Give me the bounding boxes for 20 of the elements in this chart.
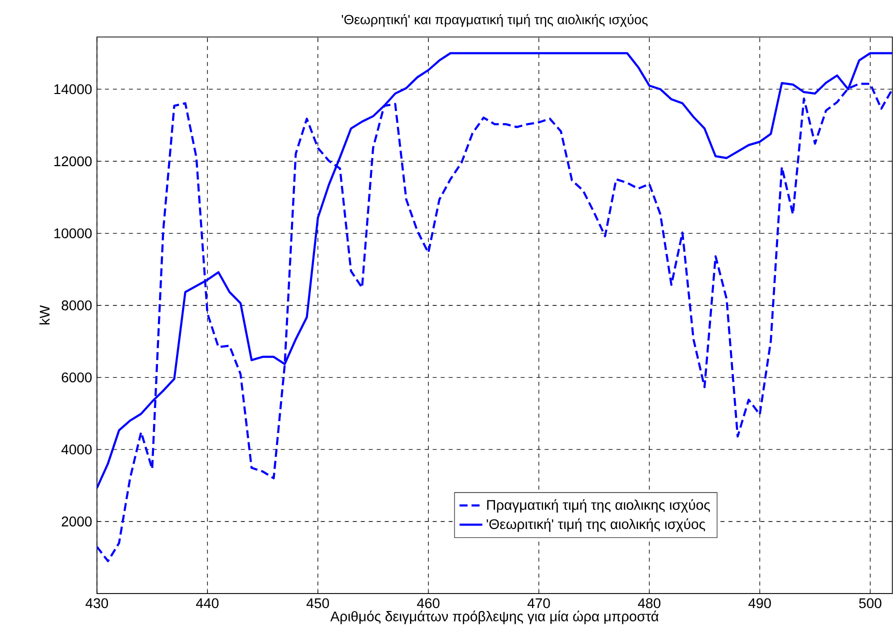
x-tick-label: 480 bbox=[638, 598, 660, 608]
y-tick-label: 6000 bbox=[62, 372, 92, 383]
y-tick-label: 10000 bbox=[54, 228, 92, 238]
y-tick-label: 12000 bbox=[54, 156, 92, 166]
x-tick-label: 430 bbox=[86, 598, 108, 608]
x-tick-label: 470 bbox=[527, 598, 550, 608]
y-axis-title: kW bbox=[39, 305, 50, 325]
x-tick-label: 460 bbox=[416, 598, 440, 608]
y-tick-label: 8000 bbox=[62, 300, 92, 311]
y-tick-label: 4000 bbox=[61, 444, 92, 455]
chart-title: 'Θεωρητική' και πραγματική τιμή της αιολικής ισχύος bbox=[342, 14, 648, 28]
x-tick-label: 450 bbox=[306, 598, 329, 608]
x-tick-label: 490 bbox=[748, 598, 771, 608]
y-tick-label: 2000 bbox=[62, 516, 92, 527]
y-tick-label: 14000 bbox=[54, 84, 92, 94]
x-axis-title: Αριθμός δειγμάτων πρόβλεψης για μία ώρα μπροστά bbox=[330, 610, 659, 624]
x-tick-label: 440 bbox=[196, 598, 219, 608]
legend-label: Πραγματική τιμή της αιολικης ισχύος bbox=[487, 499, 710, 513]
x-tick-label: 500 bbox=[859, 598, 882, 608]
legend-label: 'Θεωριτική' τιμή της αιολικής ισχύος bbox=[486, 518, 706, 532]
